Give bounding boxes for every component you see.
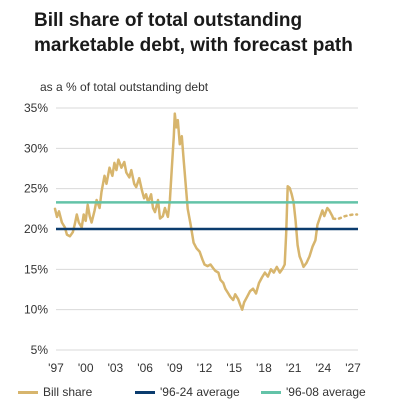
- legend-label-avg-96-24: '96-24 average: [160, 385, 240, 399]
- y-tick-label-2: 15%: [24, 262, 48, 276]
- legend-swatch-bill-share: [18, 390, 38, 394]
- legend-item-avg-96-24: '96-24 average: [135, 382, 240, 402]
- x-axis-ticks: '97 '00 '03 '06 '09 '12 '15 '18 '21 '24 '27: [48, 361, 361, 375]
- x-tick-label-8: '21: [286, 361, 302, 375]
- x-tick-label-0: '97: [48, 361, 64, 375]
- y-axis-ticks: 5% 10% 15% 20% 25% 30% 35%: [24, 101, 48, 357]
- chart-title: Bill share of total outstanding marketab…: [34, 10, 353, 56]
- y-axis-label: as a % of total outstanding debt: [40, 80, 209, 94]
- series-line-forecast-path: [331, 213, 359, 221]
- x-tick-label-6: '15: [226, 361, 242, 375]
- x-tick-label-3: '06: [137, 361, 153, 375]
- x-tick-label-7: '18: [256, 361, 272, 375]
- series-lines: [53, 112, 359, 311]
- x-tick-label-2: '03: [108, 361, 124, 375]
- x-tick-label-9: '24: [316, 361, 332, 375]
- legend-item-avg-96-08: '96-08 average: [261, 382, 366, 402]
- y-tick-label-1: 10%: [24, 303, 48, 317]
- legend: Bill share '96-24 average '96-08 average: [18, 382, 398, 402]
- x-tick-label-5: '12: [197, 361, 213, 375]
- y-tick-label-5: 30%: [24, 141, 48, 155]
- legend-item-bill-share: Bill share: [18, 382, 92, 402]
- series-line-bill-share: [53, 112, 335, 311]
- legend-label-avg-96-08: '96-08 average: [286, 385, 366, 399]
- legend-label-bill-share: Bill share: [43, 385, 93, 399]
- y-tick-label-6: 35%: [24, 101, 48, 115]
- x-tick-label-10: '27: [345, 361, 361, 375]
- y-tick-label-3: 20%: [24, 222, 48, 236]
- legend-swatch-avg-96-08: [261, 390, 281, 394]
- x-tick-label-4: '09: [167, 361, 183, 375]
- x-tick-label-1: '00: [78, 361, 94, 375]
- legend-swatch-avg-96-24: [135, 390, 155, 394]
- y-tick-label-4: 25%: [24, 182, 48, 196]
- y-tick-label-0: 5%: [31, 343, 49, 357]
